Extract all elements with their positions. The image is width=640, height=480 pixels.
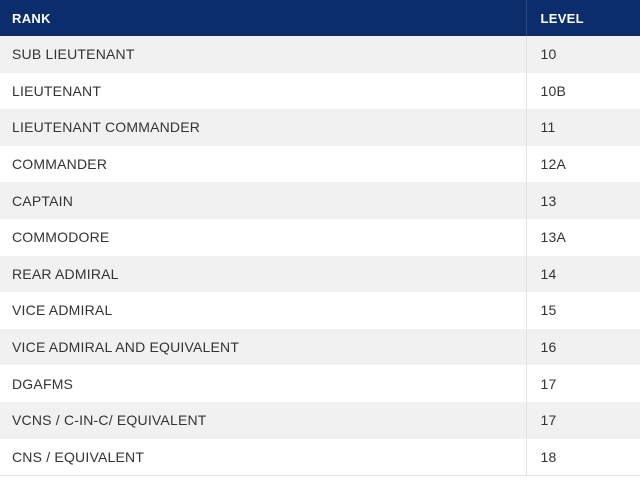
table-row: LIEUTENANT 10B: [0, 72, 640, 110]
table-row: VCNS / C-IN-C/ EQUIVALENT 17: [0, 401, 640, 439]
table-row: COMMODORE 13A: [0, 218, 640, 256]
level-cell: 17: [525, 365, 640, 402]
level-cell: 15: [525, 292, 640, 329]
level-column-header: LEVEL: [525, 0, 640, 36]
rank-cell: CNS / EQUIVALENT: [0, 438, 526, 476]
level-cell: 14: [525, 255, 640, 293]
table-row: CAPTAIN 13: [0, 182, 640, 219]
rank-cell: VICE ADMIRAL AND EQUIVALENT: [0, 328, 526, 366]
table-row: LIEUTENANT COMMANDER 11: [0, 109, 640, 146]
rank-cell: COMMODORE: [0, 218, 526, 256]
rank-cell: LIEUTENANT: [0, 72, 526, 110]
header-row: RANK LEVEL: [0, 0, 640, 36]
rank-cell: DGAFMS: [0, 365, 526, 402]
level-cell: 13: [525, 182, 640, 219]
table-row: CNS / EQUIVALENT 18: [0, 438, 640, 476]
table-row: REAR ADMIRAL 14: [0, 255, 640, 293]
rank-cell: LIEUTENANT COMMANDER: [0, 109, 526, 146]
level-cell: 13A: [525, 218, 640, 256]
rank-cell: VICE ADMIRAL: [0, 292, 526, 329]
level-cell: 11: [525, 109, 640, 146]
level-cell: 16: [525, 328, 640, 366]
table-header: RANK LEVEL: [0, 0, 640, 36]
rank-cell: VCNS / C-IN-C/ EQUIVALENT: [0, 401, 526, 439]
rank-cell: REAR ADMIRAL: [0, 255, 526, 293]
rank-cell: CAPTAIN: [0, 182, 526, 219]
rank-column-header: RANK: [0, 0, 526, 36]
level-cell: 10B: [525, 72, 640, 110]
table-row: VICE ADMIRAL AND EQUIVALENT 16: [0, 328, 640, 366]
level-cell: 18: [525, 438, 640, 476]
rank-cell: SUB LIEUTENANT: [0, 36, 526, 73]
rank-cell: COMMANDER: [0, 145, 526, 183]
table-row: VICE ADMIRAL 15: [0, 292, 640, 329]
table-row: DGAFMS 17: [0, 365, 640, 402]
level-cell: 17: [525, 401, 640, 439]
table-row: SUB LIEUTENANT 10: [0, 36, 640, 73]
table-row: COMMANDER 12A: [0, 145, 640, 183]
level-cell: 10: [525, 36, 640, 73]
table-body: SUB LIEUTENANT 10 LIEUTENANT 10B LIEUTEN…: [0, 36, 640, 476]
level-cell: 12A: [525, 145, 640, 183]
